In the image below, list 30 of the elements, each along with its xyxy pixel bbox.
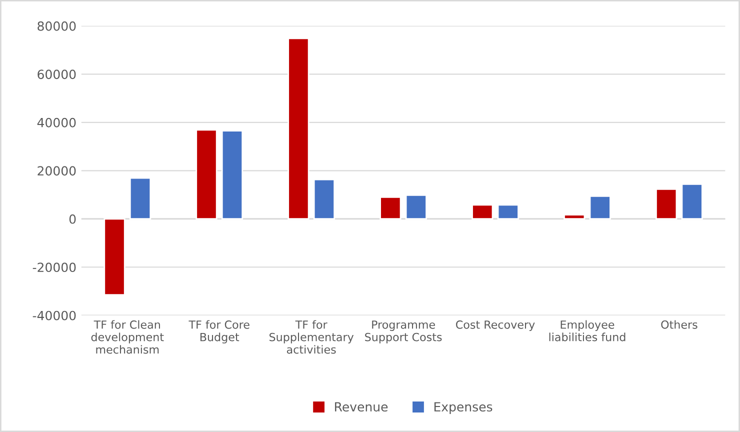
x-tick-label: Employee liabilities fund	[549, 320, 626, 342]
bar	[681, 183, 703, 220]
x-tick-label: Cost Recovery	[456, 320, 535, 331]
y-tick-label: 20000	[38, 166, 76, 176]
y-tick-label: 40000	[37, 118, 76, 128]
bar	[589, 196, 611, 220]
bar	[380, 196, 402, 220]
x-tick-label: Programme Support Costs	[365, 320, 442, 344]
x-tick-label: Others	[661, 320, 698, 329]
bar	[472, 204, 494, 220]
y-tick-label: 0	[69, 214, 76, 224]
bar	[405, 194, 427, 220]
bar	[497, 204, 519, 220]
legend-label: Expenses	[434, 402, 492, 414]
bar	[656, 188, 678, 220]
y-tick-label: 60000	[38, 70, 76, 80]
bar	[564, 214, 586, 220]
bar	[129, 177, 152, 220]
x-tick-label: TF for Clean development mechanism	[91, 320, 164, 354]
legend-label: Revenue	[335, 402, 388, 412]
y-tick-label: -40000	[32, 310, 76, 320]
bar	[104, 218, 126, 296]
x-tick-label: TF for Supplementary activities	[269, 320, 354, 354]
x-tick-label: TF for Core Budget	[188, 320, 250, 344]
bar	[288, 38, 310, 220]
y-tick-label: -20000	[32, 262, 76, 272]
bar	[196, 129, 218, 220]
bar	[221, 130, 244, 220]
bar	[313, 178, 336, 220]
y-tick-label: 80000	[38, 21, 76, 31]
